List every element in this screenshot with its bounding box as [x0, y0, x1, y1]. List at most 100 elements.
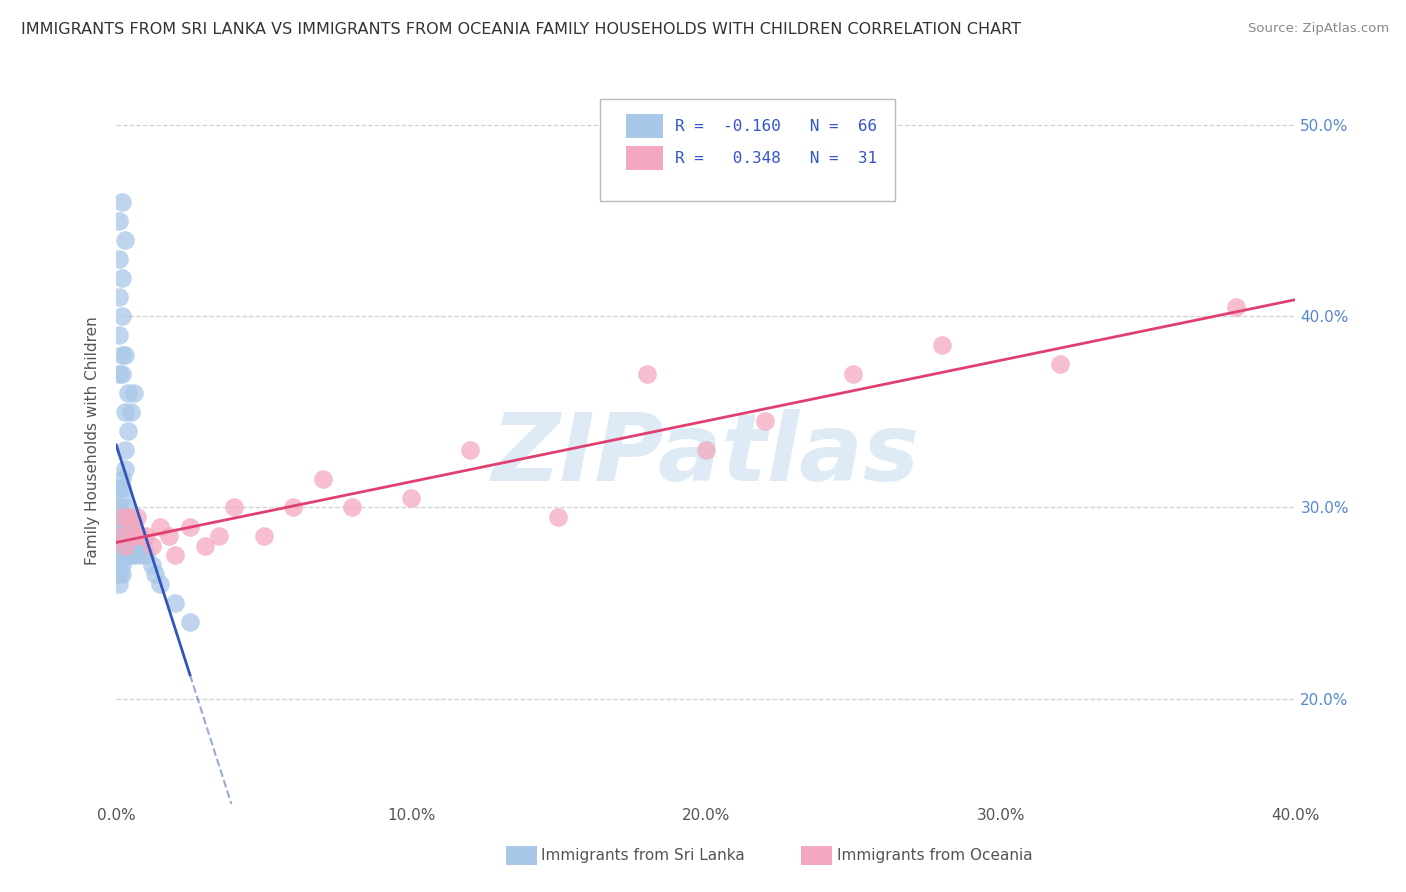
- Point: [311, 472, 333, 486]
- Point: [108, 510, 131, 524]
- Point: [108, 529, 131, 543]
- Point: [135, 529, 157, 543]
- Point: [111, 567, 134, 582]
- Text: Immigrants from Sri Lanka: Immigrants from Sri Lanka: [541, 848, 745, 863]
- Point: [111, 558, 134, 572]
- Point: [636, 367, 658, 381]
- Point: [114, 539, 136, 553]
- Point: [114, 519, 136, 533]
- Point: [132, 539, 155, 553]
- Point: [108, 577, 131, 591]
- Point: [108, 529, 131, 543]
- Point: [108, 500, 131, 515]
- Text: Immigrants from Oceania: Immigrants from Oceania: [837, 848, 1032, 863]
- Point: [108, 558, 131, 572]
- Point: [122, 539, 145, 553]
- Bar: [626, 114, 664, 138]
- Point: [108, 213, 131, 227]
- Point: [128, 548, 150, 562]
- Point: [108, 367, 131, 381]
- Point: [117, 529, 139, 543]
- Point: [108, 481, 131, 495]
- Point: [114, 500, 136, 515]
- Point: [117, 510, 139, 524]
- Point: [340, 500, 363, 515]
- Point: [114, 233, 136, 247]
- Point: [120, 548, 142, 562]
- Point: [117, 539, 139, 553]
- Text: R =  -0.160   N =  66: R = -0.160 N = 66: [675, 119, 877, 134]
- Point: [111, 472, 134, 486]
- Bar: [626, 145, 664, 170]
- Point: [117, 519, 139, 533]
- Point: [111, 510, 134, 524]
- Point: [194, 539, 217, 553]
- Text: R =   0.348   N =  31: R = 0.348 N = 31: [675, 151, 877, 166]
- Point: [141, 558, 163, 572]
- Point: [1049, 357, 1071, 371]
- Point: [157, 529, 180, 543]
- Point: [143, 567, 166, 582]
- Point: [117, 424, 139, 438]
- Point: [114, 539, 136, 553]
- Point: [149, 577, 172, 591]
- Text: Source: ZipAtlas.com: Source: ZipAtlas.com: [1249, 22, 1389, 36]
- Point: [165, 596, 187, 610]
- Point: [135, 548, 157, 562]
- Point: [179, 615, 201, 629]
- Point: [122, 385, 145, 400]
- Point: [120, 519, 142, 533]
- Point: [695, 443, 717, 458]
- Point: [111, 271, 134, 285]
- Point: [114, 529, 136, 543]
- Point: [114, 347, 136, 361]
- Point: [108, 252, 131, 266]
- Point: [108, 328, 131, 343]
- Point: [108, 539, 131, 553]
- Point: [111, 367, 134, 381]
- Point: [108, 290, 131, 304]
- Point: [108, 548, 131, 562]
- Point: [114, 405, 136, 419]
- Point: [122, 529, 145, 543]
- Point: [120, 405, 142, 419]
- Point: [149, 519, 172, 533]
- Point: [128, 539, 150, 553]
- Point: [931, 338, 953, 352]
- Point: [547, 510, 569, 524]
- Text: IMMIGRANTS FROM SRI LANKA VS IMMIGRANTS FROM OCEANIA FAMILY HOUSEHOLDS WITH CHIL: IMMIGRANTS FROM SRI LANKA VS IMMIGRANTS …: [21, 22, 1021, 37]
- Point: [111, 310, 134, 324]
- Point: [111, 548, 134, 562]
- Point: [120, 519, 142, 533]
- Point: [108, 567, 131, 582]
- Point: [281, 500, 304, 515]
- Point: [253, 529, 276, 543]
- Point: [120, 539, 142, 553]
- Point: [125, 539, 148, 553]
- Point: [128, 529, 150, 543]
- Point: [114, 510, 136, 524]
- Point: [117, 548, 139, 562]
- Point: [1225, 300, 1247, 314]
- Y-axis label: Family Households with Children: Family Households with Children: [86, 316, 100, 565]
- Point: [111, 481, 134, 495]
- Point: [122, 529, 145, 543]
- FancyBboxPatch shape: [600, 99, 894, 201]
- Point: [111, 529, 134, 543]
- Point: [117, 510, 139, 524]
- Point: [399, 491, 422, 505]
- Point: [208, 529, 231, 543]
- Point: [458, 443, 481, 458]
- Point: [111, 194, 134, 209]
- Point: [141, 539, 163, 553]
- Point: [165, 548, 187, 562]
- Point: [111, 491, 134, 505]
- Point: [842, 367, 865, 381]
- Point: [108, 519, 131, 533]
- Point: [122, 548, 145, 562]
- Point: [125, 529, 148, 543]
- Point: [114, 462, 136, 476]
- Point: [179, 519, 201, 533]
- Point: [114, 443, 136, 458]
- Point: [754, 414, 776, 428]
